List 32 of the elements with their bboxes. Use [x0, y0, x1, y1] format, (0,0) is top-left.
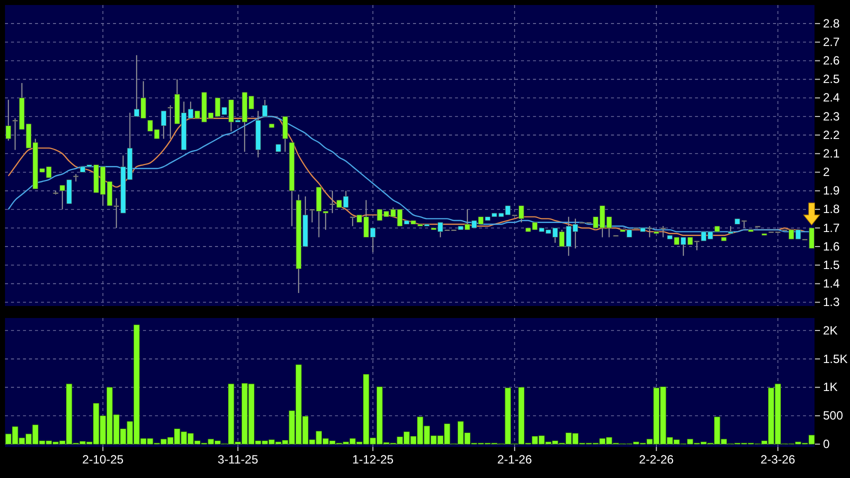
y-tick-label: 2.7: [823, 35, 840, 49]
y-tick-label: 1.7: [823, 220, 840, 235]
y-tick-label: 1K: [823, 380, 838, 394]
x-tick-label: 2-10-25: [82, 452, 124, 467]
y-tick-label: 2K: [823, 323, 838, 338]
x-tick-label: 3-11-25: [218, 452, 258, 467]
y-tick-label: 1.6: [823, 239, 840, 254]
y-tick-label: 2.6: [823, 54, 840, 68]
y-tick-label: 2: [823, 165, 830, 180]
y-tick-label: 2.5: [823, 72, 840, 86]
x-tick-label: 2-3-26: [760, 452, 796, 467]
y-tick-label: 1.4: [823, 276, 840, 291]
candlestick: [660, 226, 666, 238]
y-tick-label: 0: [823, 437, 830, 451]
y-tick-label: 2.2: [823, 128, 840, 142]
y-tick-label: 1.8: [823, 202, 840, 216]
y-tick-label: 2.8: [823, 16, 840, 30]
candlestick: [6, 99, 12, 142]
y-tick-label: 1.3: [823, 295, 840, 310]
candlestick: [160, 110, 166, 140]
y-tick-label: 500: [823, 408, 844, 423]
y-tick-label: 1.9: [823, 184, 840, 198]
candlestick: [282, 116, 288, 152]
y-tick-label: 2.1: [823, 146, 840, 160]
candlestick: [262, 99, 268, 117]
x-tick-label: 2-1-26: [497, 452, 532, 467]
x-tick-label: 2-2-26: [639, 452, 674, 467]
y-tick-label: 1.5K: [823, 352, 848, 366]
x-tick-label: 1-12-25: [352, 452, 394, 467]
y-tick-label: 2.3: [823, 109, 840, 124]
y-tick-label: 1.5: [823, 258, 840, 272]
y-tick-label: 2.4: [823, 90, 840, 105]
